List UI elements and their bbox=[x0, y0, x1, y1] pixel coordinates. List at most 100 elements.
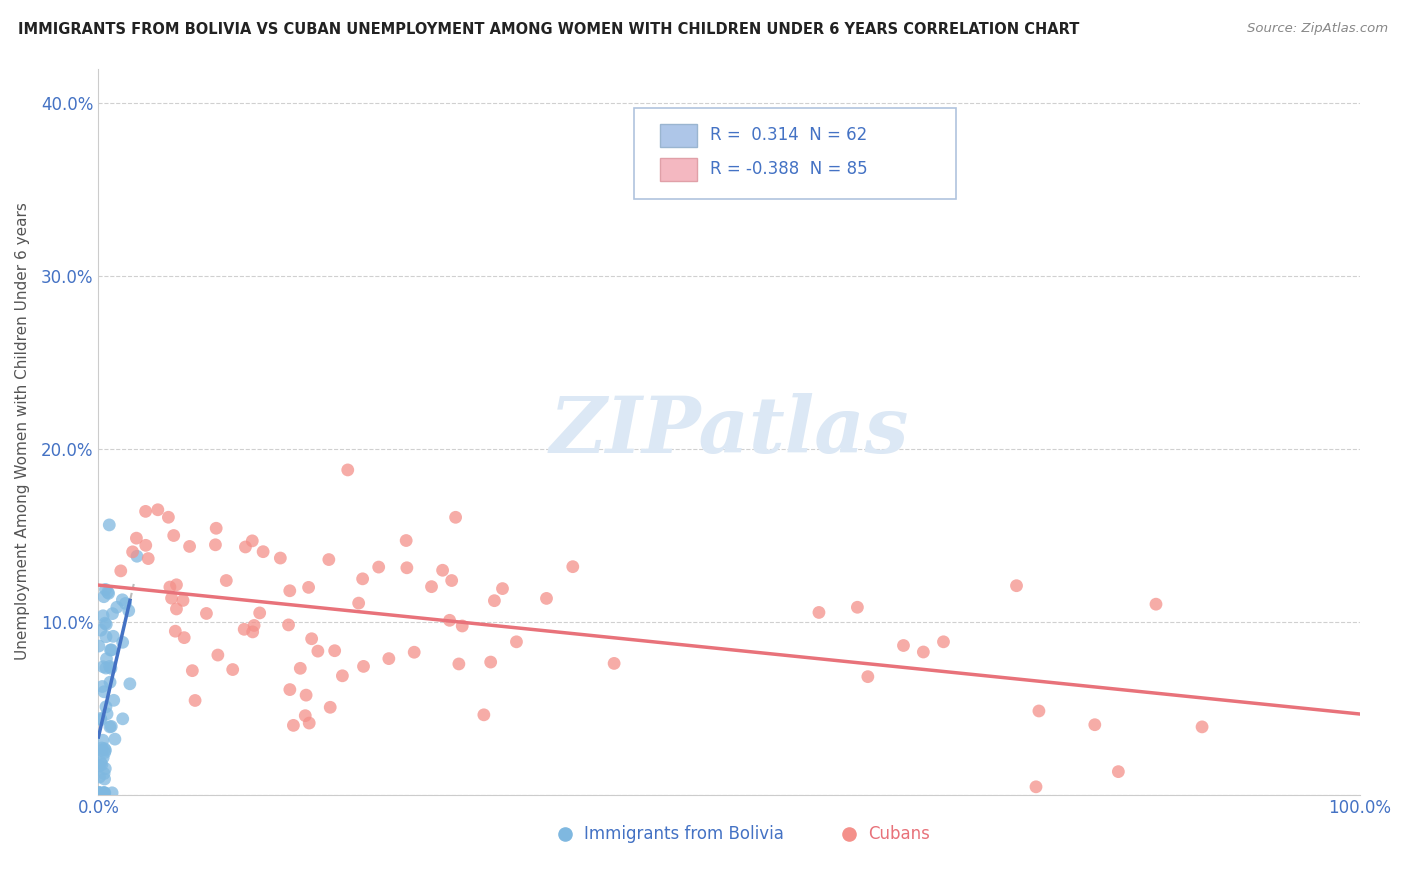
Point bbox=[297, 580, 319, 594]
Point bbox=[98, 675, 121, 690]
Point bbox=[352, 572, 374, 586]
Point bbox=[252, 544, 274, 558]
Point bbox=[110, 564, 132, 578]
Point bbox=[856, 670, 879, 684]
Point bbox=[278, 583, 301, 598]
Point bbox=[94, 661, 117, 675]
Point bbox=[420, 580, 443, 594]
Point bbox=[846, 600, 869, 615]
Point bbox=[91, 786, 114, 800]
Point bbox=[91, 608, 114, 623]
Point bbox=[118, 604, 141, 618]
Text: IMMIGRANTS FROM BOLIVIA VS CUBAN UNEMPLOYMENT AMONG WOMEN WITH CHILDREN UNDER 6 : IMMIGRANTS FROM BOLIVIA VS CUBAN UNEMPLO… bbox=[18, 22, 1080, 37]
Point bbox=[93, 685, 115, 699]
Point bbox=[89, 786, 111, 800]
Point bbox=[91, 660, 114, 674]
Point bbox=[301, 632, 323, 646]
Point bbox=[111, 635, 134, 649]
Point bbox=[554, 882, 576, 892]
Point bbox=[100, 719, 122, 733]
Point bbox=[479, 655, 502, 669]
Text: R =  0.314  N = 62: R = 0.314 N = 62 bbox=[710, 127, 868, 145]
Y-axis label: Unemployment Among Women with Children Under 6 years: Unemployment Among Women with Children U… bbox=[15, 202, 30, 660]
Point bbox=[87, 786, 110, 800]
Point bbox=[451, 619, 474, 633]
Point bbox=[269, 551, 291, 566]
Point bbox=[235, 540, 257, 554]
Point bbox=[111, 592, 134, 607]
Point bbox=[172, 593, 194, 607]
Point bbox=[89, 759, 111, 773]
Point bbox=[93, 766, 115, 780]
Point bbox=[94, 786, 117, 800]
Point bbox=[136, 551, 159, 566]
Point bbox=[90, 756, 112, 770]
Point bbox=[1005, 579, 1028, 593]
Point bbox=[294, 708, 316, 723]
Point bbox=[440, 574, 463, 588]
Point bbox=[97, 586, 120, 600]
Point bbox=[298, 716, 321, 731]
Point bbox=[290, 661, 312, 675]
Point bbox=[838, 882, 860, 892]
Point bbox=[166, 602, 188, 616]
Point bbox=[1025, 780, 1047, 794]
Point bbox=[89, 786, 111, 800]
Point bbox=[295, 688, 318, 702]
Point bbox=[204, 538, 226, 552]
Point bbox=[87, 639, 110, 653]
Point bbox=[93, 772, 115, 786]
Point bbox=[121, 545, 143, 559]
Point bbox=[807, 606, 830, 620]
Point bbox=[90, 713, 112, 727]
Point bbox=[135, 504, 157, 518]
Point bbox=[195, 607, 218, 621]
Point bbox=[367, 560, 389, 574]
Point bbox=[94, 699, 117, 714]
Point bbox=[89, 770, 111, 784]
Point bbox=[94, 743, 117, 757]
Point bbox=[94, 616, 117, 631]
Point bbox=[278, 682, 301, 697]
Point bbox=[97, 585, 120, 599]
Point bbox=[336, 463, 359, 477]
Point bbox=[484, 593, 506, 607]
Point bbox=[404, 645, 426, 659]
Point bbox=[505, 635, 527, 649]
FancyBboxPatch shape bbox=[634, 109, 956, 199]
Text: R = -0.388  N = 85: R = -0.388 N = 85 bbox=[710, 161, 868, 178]
Point bbox=[93, 741, 115, 756]
Point bbox=[93, 590, 115, 604]
Point bbox=[146, 502, 169, 516]
Point bbox=[101, 786, 124, 800]
Point bbox=[111, 712, 134, 726]
Point bbox=[94, 582, 117, 597]
Point bbox=[125, 531, 148, 545]
Point bbox=[561, 559, 583, 574]
Point bbox=[94, 762, 117, 776]
Point bbox=[332, 669, 354, 683]
Text: Cubans: Cubans bbox=[868, 825, 929, 844]
Point bbox=[491, 582, 513, 596]
Point bbox=[166, 578, 188, 592]
Point bbox=[378, 651, 401, 665]
Point bbox=[90, 741, 112, 756]
Point bbox=[181, 664, 204, 678]
Point bbox=[165, 624, 187, 639]
Point bbox=[104, 732, 127, 747]
Point bbox=[1028, 704, 1050, 718]
Point bbox=[105, 600, 128, 615]
Point bbox=[277, 618, 299, 632]
Point bbox=[91, 680, 114, 694]
Point bbox=[932, 635, 955, 649]
Point bbox=[395, 561, 418, 575]
Point bbox=[444, 510, 467, 524]
Point bbox=[395, 533, 418, 548]
Point bbox=[432, 563, 454, 577]
Point bbox=[100, 643, 122, 657]
Point bbox=[103, 629, 125, 643]
Point bbox=[912, 645, 935, 659]
Point bbox=[91, 733, 114, 747]
Point bbox=[893, 639, 915, 653]
Point bbox=[157, 510, 180, 524]
